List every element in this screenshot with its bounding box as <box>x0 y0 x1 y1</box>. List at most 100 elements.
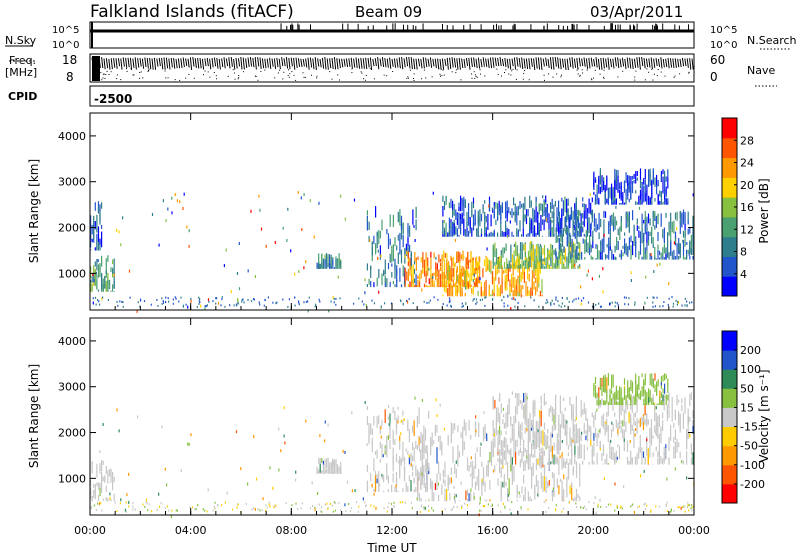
echo-mark <box>329 465 331 474</box>
echo-mark <box>591 277 593 281</box>
echo-mark <box>101 231 103 248</box>
echo-mark <box>453 203 455 216</box>
echo-mark <box>641 182 643 197</box>
echo-mark <box>664 170 666 181</box>
echo-mark <box>649 231 651 236</box>
echo-mark <box>553 414 555 425</box>
echo-mark <box>408 475 410 482</box>
echo-mark <box>623 387 626 400</box>
echo-mark <box>426 458 428 473</box>
echo-mark <box>165 219 167 223</box>
echo-mark <box>640 474 642 478</box>
echo-mark <box>503 247 506 254</box>
echo-mark <box>634 421 637 426</box>
echo-mark <box>644 404 646 416</box>
echo-mark <box>303 301 305 304</box>
echo-mark <box>547 435 549 449</box>
echo-mark <box>651 255 653 260</box>
echo-mark <box>284 441 286 445</box>
echo-mark <box>625 421 627 430</box>
nave-dot <box>473 71 475 73</box>
echo-mark <box>641 183 643 188</box>
echo-mark <box>488 259 490 272</box>
echo-mark <box>405 482 407 493</box>
echo-mark <box>408 428 410 443</box>
echo-mark <box>658 433 660 451</box>
echo-mark <box>572 467 574 474</box>
echo-mark <box>474 282 476 288</box>
echo-mark <box>408 454 410 458</box>
echo-mark <box>574 418 576 422</box>
echo-mark <box>533 209 536 223</box>
echo-mark <box>582 409 584 415</box>
echo-mark <box>362 497 364 501</box>
echo-mark <box>471 295 473 297</box>
echo-mark <box>171 509 173 512</box>
echo-mark <box>251 508 253 511</box>
echo-mark <box>298 300 300 304</box>
echo-mark <box>499 285 502 297</box>
echo-mark <box>423 440 425 454</box>
echo-mark <box>168 509 170 512</box>
echo-mark <box>566 420 568 424</box>
echo-mark <box>492 209 494 213</box>
echo-mark <box>665 503 667 506</box>
nave-dot <box>288 69 289 71</box>
echo-mark <box>663 243 665 254</box>
echo-mark <box>105 485 107 492</box>
echo-mark <box>501 265 503 279</box>
echo-mark <box>332 259 334 269</box>
echo-mark <box>550 267 552 269</box>
echo-mark <box>93 279 95 283</box>
echo-mark <box>450 222 452 230</box>
echo-mark <box>272 486 274 490</box>
nave-dot <box>688 72 690 74</box>
echo-mark <box>373 235 375 245</box>
echo-mark <box>476 261 479 278</box>
echo-mark <box>623 429 625 442</box>
echo-mark <box>526 428 528 432</box>
echo-mark <box>421 398 423 402</box>
echo-mark <box>547 301 549 304</box>
echo-mark <box>371 441 373 453</box>
echo-mark <box>480 282 482 287</box>
echo-mark <box>618 446 621 460</box>
echo-mark <box>535 474 537 487</box>
echo-mark <box>520 285 522 295</box>
echo-mark <box>643 398 645 403</box>
echo-mark <box>566 477 568 493</box>
echo-mark <box>489 480 491 490</box>
echo-mark <box>574 259 576 265</box>
echo-mark <box>555 240 557 243</box>
echo-mark <box>417 279 419 288</box>
echo-mark <box>657 422 659 430</box>
echo-mark <box>561 296 563 299</box>
echo-mark <box>250 209 252 213</box>
echo-mark <box>523 439 525 443</box>
echo-mark <box>667 176 669 189</box>
nave-dot <box>443 74 445 76</box>
echo-mark <box>635 201 637 205</box>
echo-mark <box>465 273 467 287</box>
echo-mark <box>582 213 584 219</box>
echo-mark <box>654 225 656 230</box>
echo-mark <box>555 258 557 263</box>
echo-mark <box>662 247 664 257</box>
echo-mark <box>255 477 258 481</box>
nave-dot <box>586 69 588 71</box>
echo-mark <box>558 259 560 264</box>
echo-mark <box>185 303 187 306</box>
echo-mark <box>539 258 541 274</box>
echo-mark <box>556 433 558 444</box>
echo-mark <box>456 285 458 288</box>
echo-mark <box>559 399 561 414</box>
echo-mark <box>511 208 513 218</box>
echo-mark <box>136 309 138 313</box>
echo-mark <box>654 373 656 381</box>
echo-mark <box>657 179 659 187</box>
echo-mark <box>559 478 562 482</box>
echo-mark <box>303 266 305 270</box>
echo-mark <box>681 460 683 464</box>
echo-mark <box>443 427 446 431</box>
